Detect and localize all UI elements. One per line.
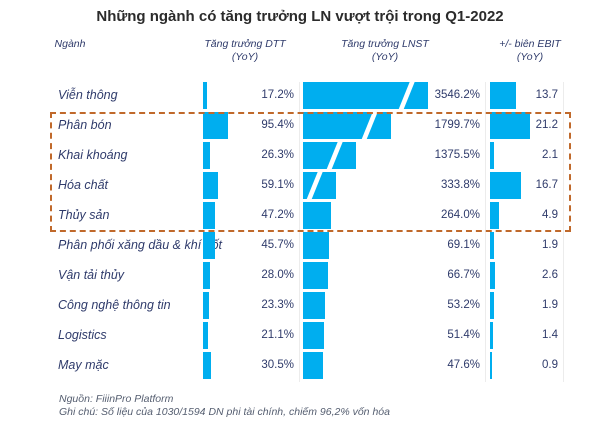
- dtt-bar: [203, 262, 211, 289]
- dtt-value: 28.0%: [261, 269, 294, 281]
- dtt-bar: [203, 172, 219, 199]
- header-lnst-line1: Tăng trưởng LNST: [341, 38, 429, 50]
- header-dtt-line1: Tăng trưởng DTT: [204, 38, 286, 50]
- header-dtt: Tăng trưởng DTT (YoY): [190, 38, 300, 64]
- row-sector-label: Thủy sản: [58, 208, 110, 222]
- header-sector-label: Ngành: [54, 38, 86, 50]
- lnst-bar: [303, 112, 391, 139]
- ebit-bar: [490, 112, 530, 139]
- ebit-bar: [490, 172, 522, 199]
- row-sector-label: May mặc: [58, 358, 109, 372]
- lnst-value: 333.8%: [440, 179, 480, 191]
- row-sector-label: Hóa chất: [58, 178, 109, 192]
- lnst-value: 264.0%: [440, 209, 480, 221]
- row-sector-label: Phân phối xăng dầu & khí đốt: [58, 238, 223, 252]
- ebit-value: 16.7: [535, 179, 558, 191]
- ebit-value: 1.9: [542, 239, 558, 251]
- ebit-value: 2.1: [542, 149, 558, 161]
- lnst-value: 1799.7%: [434, 119, 480, 131]
- dtt-bar: [203, 292, 210, 319]
- ebit-bar: [490, 202, 500, 229]
- lnst-bar: [303, 322, 325, 349]
- highlight-box: [50, 112, 571, 232]
- column-divider: [563, 82, 564, 382]
- lnst-bar: [303, 232, 329, 259]
- header-ebit: +/- biên EBIT (YoY): [480, 38, 580, 64]
- dtt-value: 26.3%: [261, 149, 294, 161]
- row-sector-label: Công nghệ thông tin: [58, 298, 171, 312]
- dtt-bar: [203, 202, 216, 229]
- dtt-value: 17.2%: [261, 89, 294, 101]
- row-sector-label: Viễn thông: [58, 88, 118, 102]
- lnst-bar: [303, 202, 331, 229]
- dtt-bar: [203, 232, 215, 259]
- lnst-value: 3546.2%: [434, 89, 480, 101]
- lnst-bar: [303, 352, 324, 379]
- ebit-bar: [490, 322, 493, 349]
- dtt-value: 23.3%: [261, 299, 294, 311]
- ebit-value: 0.9: [542, 359, 558, 371]
- dtt-bar: [203, 82, 208, 109]
- lnst-value: 1375.5%: [434, 149, 480, 161]
- ebit-bar: [490, 82, 516, 109]
- header-sector: Ngành: [40, 38, 100, 51]
- lnst-bar: [303, 262, 329, 289]
- header-ebit-line2: (YoY): [516, 51, 544, 63]
- lnst-value: 47.6%: [447, 359, 480, 371]
- dtt-value: 95.4%: [261, 119, 294, 131]
- ebit-value: 4.9: [542, 209, 558, 221]
- dtt-bar: [203, 352, 211, 379]
- lnst-value: 69.1%: [447, 239, 480, 251]
- lnst-bar: [303, 292, 325, 319]
- dtt-value: 30.5%: [261, 359, 294, 371]
- header-dtt-line2: (YoY): [231, 51, 259, 63]
- ebit-value: 21.2: [535, 119, 558, 131]
- ebit-value: 1.9: [542, 299, 558, 311]
- dtt-bar: [203, 142, 210, 169]
- ebit-value: 1.4: [542, 329, 558, 341]
- lnst-value: 51.4%: [447, 329, 480, 341]
- row-sector-label: Phân bón: [58, 118, 112, 132]
- ebit-value: 13.7: [535, 89, 558, 101]
- ebit-bar: [490, 352, 492, 379]
- lnst-value: 53.2%: [447, 299, 480, 311]
- lnst-value: 66.7%: [447, 269, 480, 281]
- source-note: Nguồn: FiiinPro Platform: [59, 393, 174, 405]
- dtt-value: 21.1%: [261, 329, 294, 341]
- ebit-bar: [490, 232, 494, 259]
- header-ebit-line1: +/- biên EBIT: [499, 38, 561, 50]
- ebit-bar: [490, 142, 494, 169]
- dtt-value: 47.2%: [261, 209, 294, 221]
- header-lnst: Tăng trưởng LNST (YoY): [320, 38, 450, 64]
- footnote: Ghi chú: Số liệu của 1030/1594 DN phi tà…: [59, 406, 390, 418]
- dtt-value: 59.1%: [261, 179, 294, 191]
- ebit-value: 2.6: [542, 269, 558, 281]
- ebit-bar: [490, 262, 495, 289]
- row-sector-label: Vận tải thủy: [58, 268, 125, 282]
- row-sector-label: Khai khoáng: [58, 148, 128, 162]
- dtt-bar: [203, 322, 209, 349]
- chart-title: Những ngành có tăng trưởng LN vượt trội …: [96, 8, 504, 25]
- row-sector-label: Logistics: [58, 328, 107, 342]
- dtt-bar: [203, 112, 228, 139]
- dtt-value: 45.7%: [261, 239, 294, 251]
- ebit-bar: [490, 292, 494, 319]
- column-divider: [485, 82, 486, 382]
- column-divider: [299, 82, 300, 382]
- header-lnst-line2: (YoY): [371, 51, 399, 63]
